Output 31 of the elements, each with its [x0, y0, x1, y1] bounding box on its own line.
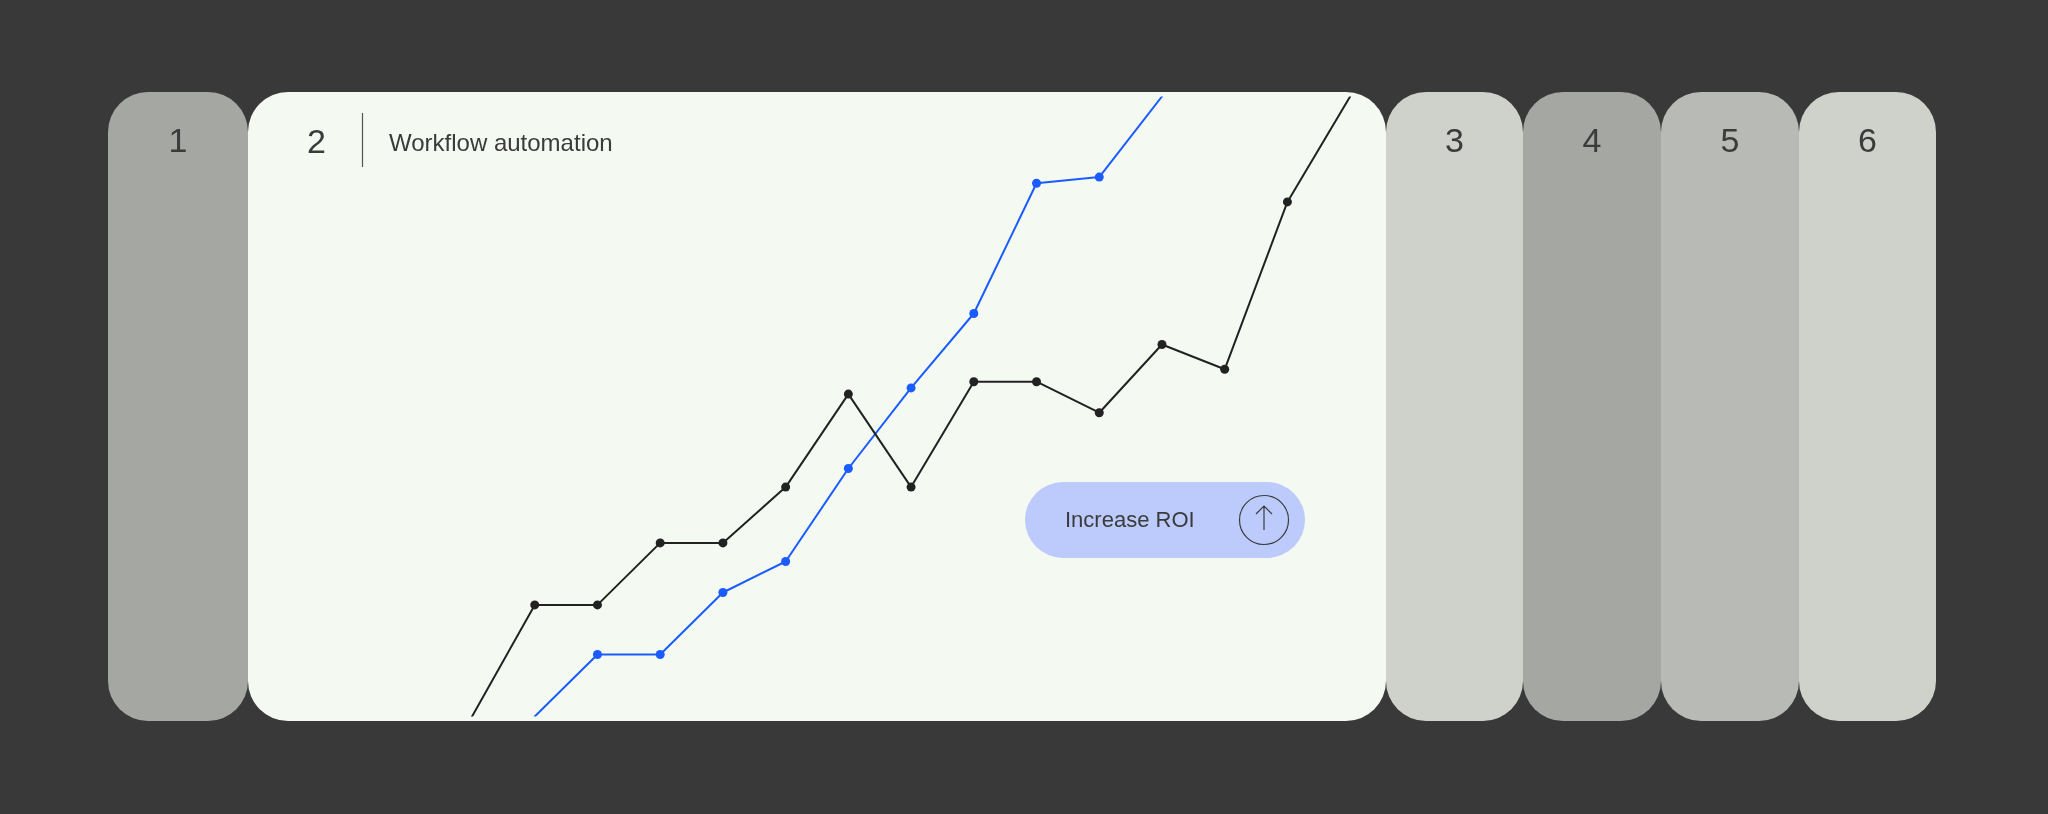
annotation: Increase ROI — [1065, 507, 1195, 532]
point — [655, 650, 665, 659]
point — [969, 377, 979, 387]
point — [718, 588, 728, 597]
point — [1220, 364, 1230, 374]
point — [906, 482, 916, 492]
point — [781, 482, 791, 492]
point — [781, 557, 791, 566]
tab: 1 — [108, 92, 248, 721]
point — [530, 600, 540, 610]
point — [1094, 172, 1104, 182]
point — [1094, 408, 1104, 418]
tab: 5 — [1661, 92, 1799, 721]
point — [906, 383, 916, 393]
tab: 4 — [1523, 92, 1661, 721]
text: Workflow automation — [389, 129, 613, 156]
point — [1282, 197, 1292, 207]
point — [655, 538, 665, 548]
point — [718, 538, 728, 548]
pill-button: Increase ROI — [1025, 482, 1305, 558]
point — [1032, 178, 1042, 188]
annotation: 2 — [307, 122, 326, 160]
point — [843, 464, 853, 473]
point — [969, 309, 979, 318]
point — [843, 389, 853, 399]
tab: 3 — [1386, 92, 1523, 721]
tab: 6 — [1799, 92, 1936, 721]
point — [1032, 377, 1042, 387]
point — [592, 650, 602, 659]
point — [592, 600, 602, 610]
point — [1157, 340, 1167, 349]
